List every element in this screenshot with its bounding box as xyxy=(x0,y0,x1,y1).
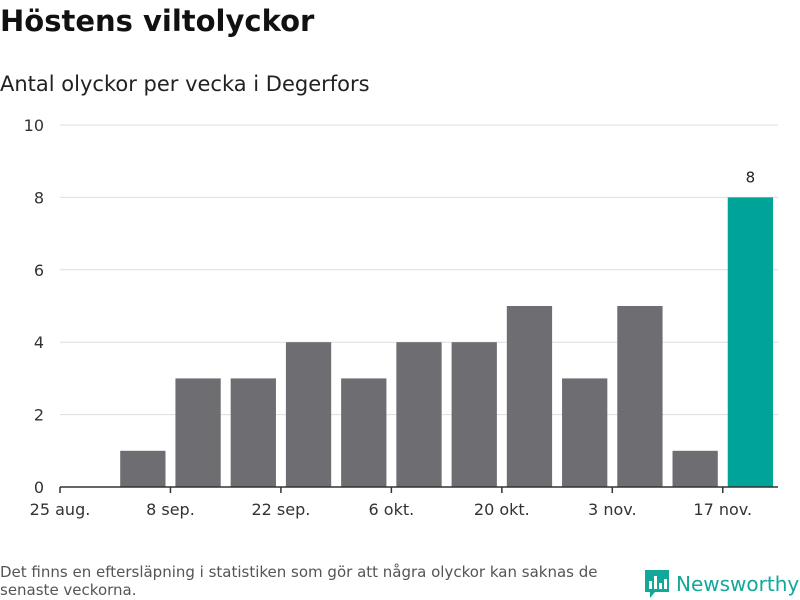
footnote: Det finns en eftersläpning i statistiken… xyxy=(0,563,598,599)
y-tick-label: 4 xyxy=(34,333,44,352)
bar xyxy=(451,342,497,487)
x-tick-label: 3 nov. xyxy=(588,500,637,519)
y-tick-label: 10 xyxy=(24,116,44,135)
y-tick-label: 0 xyxy=(34,478,44,497)
brand-name: Newsworthy xyxy=(676,572,800,596)
data-label: 8 xyxy=(746,168,756,186)
y-tick-label: 2 xyxy=(34,406,44,425)
x-tick-label: 6 okt. xyxy=(369,500,415,519)
bar xyxy=(175,378,221,487)
bar xyxy=(341,378,387,487)
bar xyxy=(562,378,608,487)
bar xyxy=(727,197,774,487)
brand-logo: Newsworthy xyxy=(644,569,799,599)
bar xyxy=(230,378,276,487)
chart-subtitle: Antal olyckor per vecka i Degerfors xyxy=(0,72,370,96)
x-tick-label: 25 aug. xyxy=(30,500,91,519)
x-tick-label: 22 sep. xyxy=(251,500,310,519)
y-tick-label: 6 xyxy=(34,261,44,280)
chart-title: Höstens viltolyckor xyxy=(0,4,315,38)
x-tick-label: 17 nov. xyxy=(693,500,752,519)
bar xyxy=(120,450,166,487)
bar xyxy=(396,342,442,487)
bar xyxy=(506,306,553,487)
bar xyxy=(672,450,718,487)
y-tick-label: 8 xyxy=(34,188,44,207)
bar-chart: 0 2 4 6 8 10 8 25 aug. 8 sep. 22 sep. 6 okt. 20 okt… xyxy=(24,116,778,519)
bar xyxy=(617,306,663,487)
bar xyxy=(285,342,332,487)
x-tick-label: 20 okt. xyxy=(474,500,530,519)
x-tick-label: 8 sep. xyxy=(146,500,195,519)
bar-chart-logo-icon xyxy=(645,570,669,598)
